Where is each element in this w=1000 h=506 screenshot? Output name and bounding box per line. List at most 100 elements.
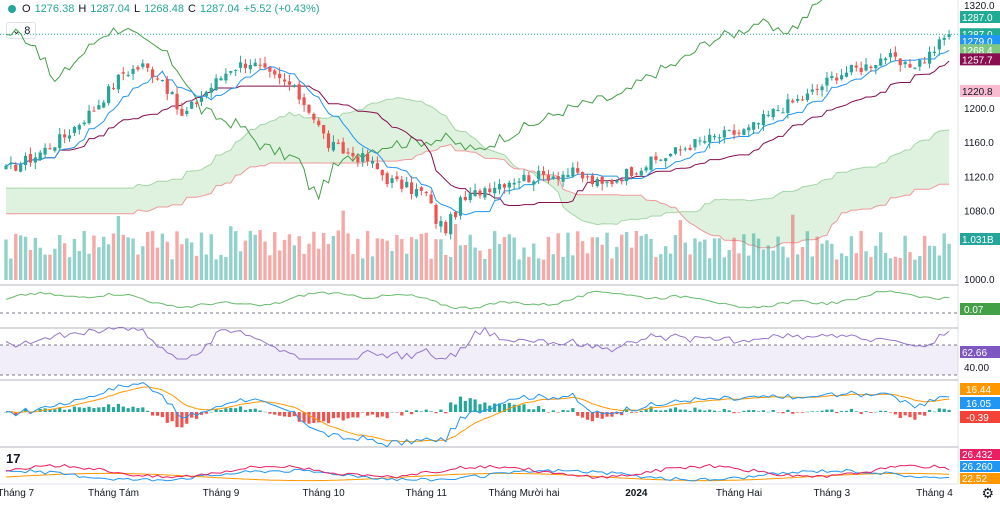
candle	[263, 56, 267, 70]
candle-body	[82, 122, 86, 125]
volume-bar	[835, 259, 839, 280]
volume-bar	[512, 237, 516, 280]
indicator-collapse-toggle[interactable]: ⌄ 8	[6, 22, 37, 39]
candle-body	[546, 175, 551, 181]
candle	[63, 129, 67, 144]
macd-histogram-bar	[541, 408, 546, 412]
candle	[747, 124, 751, 137]
volume-bar	[233, 231, 238, 280]
rsi-band	[0, 345, 958, 375]
volume-bar	[546, 236, 551, 280]
volume-bar	[556, 233, 560, 280]
candle-body	[634, 173, 638, 175]
candle	[668, 153, 673, 158]
candle-body	[238, 62, 243, 68]
macd-histogram-bar	[737, 412, 741, 413]
volume-bar	[771, 250, 775, 280]
candle-body	[864, 64, 868, 71]
tradingview-logo-icon[interactable]: 17	[6, 451, 21, 466]
candle	[732, 124, 736, 140]
candle-body	[131, 68, 135, 74]
macd-histogram-bar	[248, 409, 252, 412]
candle-body	[576, 168, 580, 173]
candle-body	[883, 58, 888, 61]
candle-body	[820, 86, 824, 91]
rsi-badge	[960, 346, 1000, 358]
candle-body	[874, 64, 878, 69]
macd-histogram-bar	[678, 409, 682, 412]
volume-bar	[551, 254, 555, 280]
gear-icon[interactable]: ⚙	[981, 485, 994, 501]
candle	[649, 156, 653, 172]
macd-histogram-bar	[278, 412, 282, 416]
candle-body	[810, 89, 814, 92]
candle	[923, 56, 927, 64]
volume-bar	[732, 237, 736, 280]
volume-bar	[795, 254, 800, 280]
candle-body	[199, 97, 204, 102]
macd-histogram-bar	[844, 410, 849, 412]
macd-histogram-bar	[395, 412, 399, 413]
volume-bar	[786, 257, 790, 280]
macd-histogram-bar	[615, 412, 619, 415]
macd-badge	[960, 397, 1000, 409]
candle-body	[126, 74, 130, 76]
volume-bar	[43, 254, 47, 280]
volume-bar	[53, 248, 57, 280]
candle	[874, 64, 878, 75]
candle-body	[668, 153, 673, 157]
price-tick-label: 1120.0	[964, 172, 994, 183]
volume-bar	[370, 256, 375, 280]
volume-bar	[830, 243, 834, 280]
macd-histogram-bar	[366, 412, 370, 416]
candle-body	[116, 74, 120, 90]
macd-histogram-bar	[444, 412, 448, 414]
candle-body	[566, 175, 570, 178]
candle	[712, 133, 717, 141]
volume-bar	[502, 237, 507, 280]
volume-bar	[634, 230, 639, 280]
candle	[82, 120, 86, 127]
candle-body	[185, 110, 189, 115]
candle-body	[243, 63, 248, 69]
macd-histogram-bar	[708, 409, 712, 412]
candle	[434, 203, 438, 229]
candle-body	[282, 79, 287, 82]
volume-bar	[253, 234, 257, 280]
macd-histogram-bar	[776, 412, 780, 413]
candle-body	[331, 141, 336, 151]
candle	[527, 171, 531, 183]
volume-bar	[839, 253, 844, 280]
volume-bar	[947, 243, 951, 280]
candle-body	[937, 39, 941, 50]
candle	[634, 172, 638, 176]
candle-body	[581, 172, 585, 179]
macd-histogram-bar	[712, 410, 717, 412]
volume-bar	[28, 250, 33, 280]
macd-histogram-bar	[77, 407, 81, 412]
low-value: 1268.48	[144, 3, 184, 15]
candle	[478, 188, 482, 199]
candle	[356, 154, 360, 167]
macd-histogram-bar	[566, 410, 570, 412]
candle-body	[776, 110, 780, 112]
candle	[170, 90, 174, 95]
macd-histogram-bar	[585, 412, 590, 420]
volume-bar	[302, 253, 306, 280]
candle-body	[375, 163, 379, 170]
candle	[737, 129, 741, 138]
candle	[48, 143, 52, 150]
volume-bar	[189, 242, 194, 280]
candle-body	[317, 120, 321, 126]
volume-bar	[356, 238, 360, 280]
volume-bar	[141, 246, 145, 280]
volume-bar	[879, 232, 883, 280]
candle	[517, 177, 521, 189]
close-label: C	[187, 3, 196, 15]
candle	[409, 176, 414, 200]
candle-body	[522, 174, 526, 181]
candle-body	[190, 101, 194, 109]
macd-histogram-bar	[375, 412, 379, 418]
volume-bar	[717, 238, 722, 280]
